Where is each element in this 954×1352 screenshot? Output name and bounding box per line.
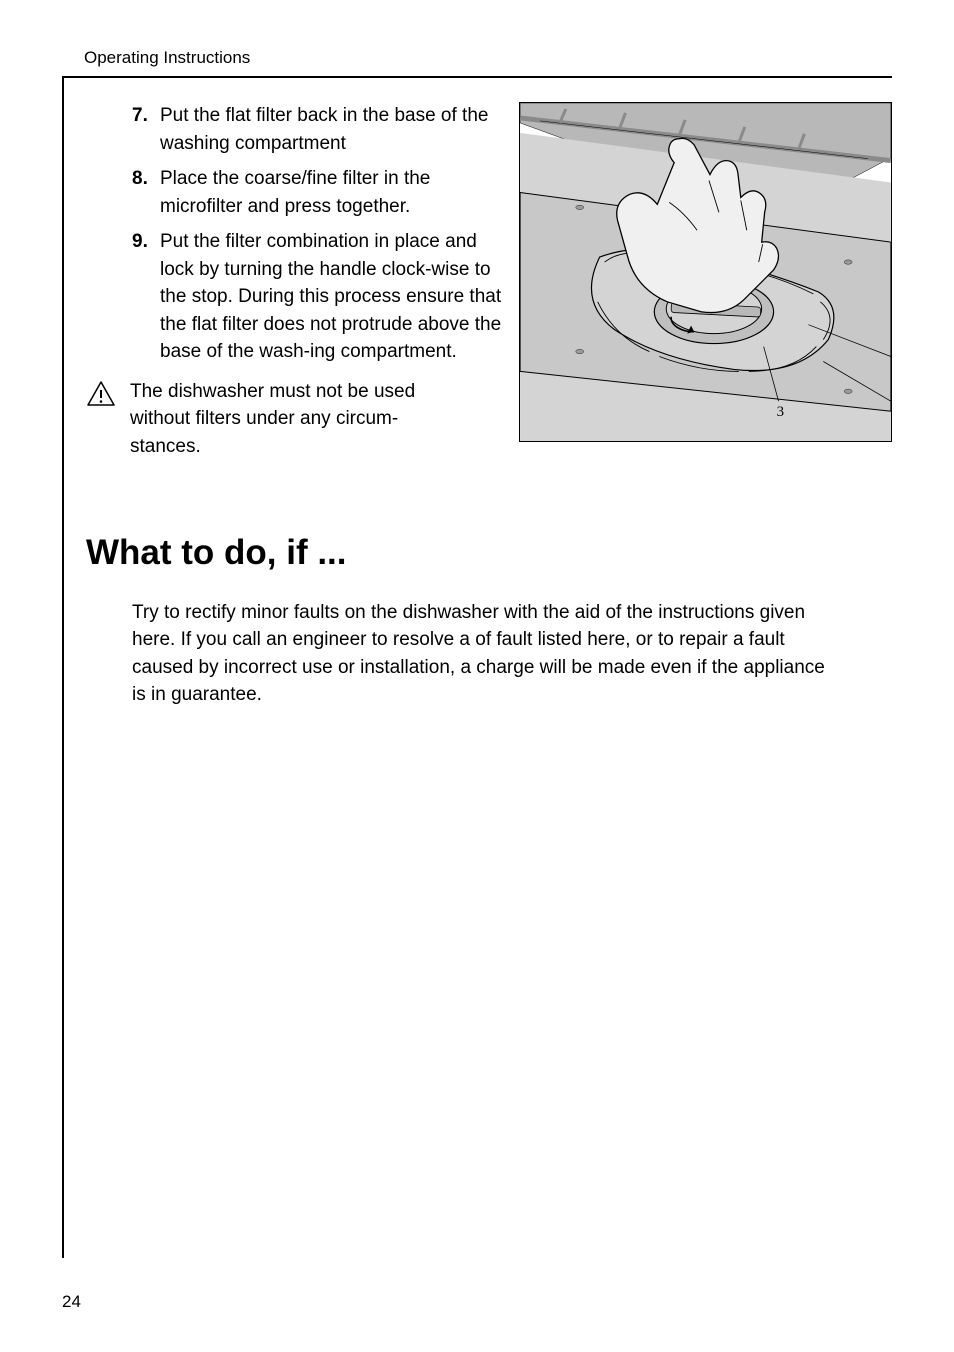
header-area: Operating Instructions: [62, 48, 892, 78]
section-body: Try to rectify minor faults on the dishw…: [86, 599, 826, 709]
step-item: 8. Place the coarse/fine filter in the m…: [132, 165, 505, 220]
step-number: 9.: [132, 228, 156, 256]
figure-illustration: 3: [519, 102, 892, 442]
warning-row: The dishwasher must not be used without …: [76, 378, 505, 461]
steps-list: 7. Put the flat filter back in the base …: [86, 102, 505, 461]
step-number: 7.: [132, 102, 156, 130]
warning-text: The dishwasher must not be used without …: [130, 378, 460, 461]
section-heading: What to do, if ...: [86, 533, 892, 573]
step-text: Put the flat filter back in the base of …: [160, 102, 505, 157]
figure-label: 3: [777, 404, 784, 420]
content-frame: 7. Put the flat filter back in the base …: [62, 78, 892, 1258]
step-item: 9. Put the filter combination in place a…: [132, 228, 505, 366]
steps-section: 7. Put the flat filter back in the base …: [86, 102, 892, 461]
step-text: Place the coarse/fine filter in the micr…: [160, 165, 505, 220]
step-item: 7. Put the flat filter back in the base …: [132, 102, 505, 157]
page-number: 24: [62, 1292, 81, 1312]
header-title: Operating Instructions: [62, 48, 892, 68]
step-text: Put the filter combination in place and …: [160, 228, 505, 366]
warning-icon: [86, 380, 116, 408]
step-number: 8.: [132, 165, 156, 193]
page: Operating Instructions 7. Put the flat f…: [0, 0, 954, 1352]
